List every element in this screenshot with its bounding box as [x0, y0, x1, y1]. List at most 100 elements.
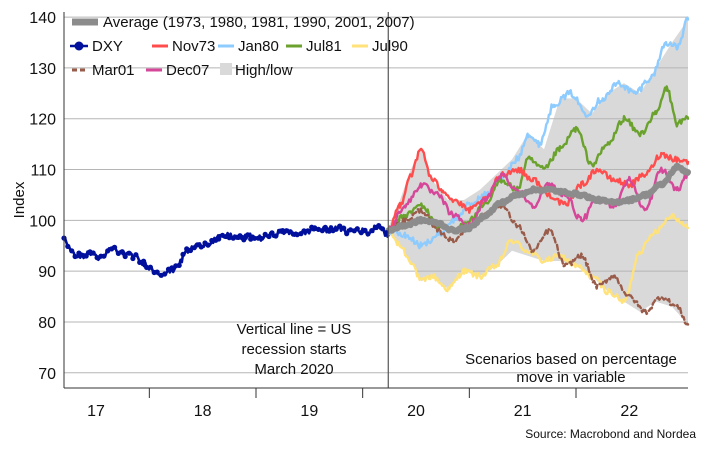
- dxy-marker: [337, 223, 343, 229]
- dxy-marker: [358, 230, 364, 236]
- dxy-marker: [154, 269, 160, 275]
- recession-annotation-line: Vertical line = US: [237, 321, 352, 338]
- dxy-marker: [162, 271, 168, 277]
- dxy-marker: [241, 237, 247, 243]
- dxy-marker: [333, 226, 339, 232]
- legend: Average (1973, 1980, 1981, 1990, 2001, 2…: [70, 14, 415, 79]
- dxy-marker: [147, 264, 153, 270]
- dxy-marker: [119, 249, 125, 255]
- dxy-marker: [379, 226, 386, 232]
- dxy-marker: [65, 243, 71, 249]
- legend-label-highlow: High/low: [235, 62, 293, 79]
- y-tick-label: 80: [38, 315, 56, 332]
- x-tick-label: 17: [87, 403, 105, 420]
- legend-label-jul90: Jul90: [372, 38, 408, 55]
- legend-label-jan80: Jan80: [238, 38, 279, 55]
- dxy-marker: [273, 233, 279, 239]
- x-tick-label: 20: [407, 403, 425, 420]
- y-tick-label: 100: [29, 213, 56, 230]
- dxy-marker: [209, 237, 215, 244]
- dxy-marker: [72, 253, 78, 260]
- recession-annotation-line: recession starts: [241, 341, 346, 358]
- dxy-marker: [112, 244, 118, 250]
- series-line-jan80: [387, 16, 690, 250]
- x-tick-label: 18: [194, 403, 212, 420]
- dxy-marker: [198, 244, 204, 250]
- dxy-marker: [262, 231, 268, 237]
- dxy-marker: [187, 247, 194, 254]
- dxy-marker: [237, 233, 243, 239]
- dxy-marker: [383, 230, 389, 236]
- dxy-marker: [205, 242, 211, 248]
- high-low-band: [388, 19, 688, 325]
- dxy-marker: [137, 259, 143, 265]
- dxy-marker: [269, 230, 275, 236]
- dxy-marker: [90, 250, 96, 256]
- dxy-marker: [290, 231, 296, 237]
- series-line-jul81: [387, 85, 690, 233]
- dxy-marker: [341, 225, 347, 231]
- dxy-marker: [216, 236, 222, 242]
- band-layer: [388, 19, 688, 325]
- dxy-marker: [319, 228, 325, 234]
- dxy-marker: [176, 262, 182, 268]
- dxy-marker: [194, 242, 200, 248]
- y-tick-label: 110: [30, 163, 56, 180]
- dxy-marker: [322, 224, 328, 230]
- dxy-marker: [376, 223, 382, 229]
- legend-swatch-highlow: [220, 63, 232, 75]
- y-axis-title: Index: [11, 181, 28, 218]
- series-line-average: [385, 162, 691, 235]
- legend-label-average: Average (1973, 1980, 1981, 1990, 2001, 2…: [103, 14, 415, 31]
- x-tick-label: 19: [300, 403, 318, 420]
- x-tick-label: 21: [514, 403, 532, 420]
- dxy-marker: [369, 228, 375, 234]
- recession-annotation-line: March 2020: [254, 361, 333, 378]
- dxy-marker: [141, 258, 147, 264]
- dxy-marker: [101, 253, 107, 259]
- y-tick-label: 120: [29, 112, 56, 129]
- series-line-nov73: [387, 147, 690, 232]
- dxy-marker: [258, 235, 264, 241]
- dxy-marker: [105, 248, 111, 254]
- legend-label-mar01: Mar01: [92, 62, 135, 79]
- y-tick-label: 90: [38, 264, 56, 281]
- annotations: Vertical line = US recession starts March …: [237, 321, 697, 441]
- series-layer: [61, 12, 691, 388]
- legend-marker-dxy: [74, 41, 84, 51]
- y-tick-label: 130: [29, 61, 56, 78]
- series-line-jul90: [387, 213, 690, 304]
- legend-label-dxy: DXY: [92, 38, 123, 55]
- dxy-marker: [180, 251, 186, 257]
- dxy-marker: [169, 265, 175, 271]
- dxy-marker: [83, 253, 89, 259]
- dxy-marker: [362, 227, 368, 233]
- series-line-mar01: [387, 203, 690, 326]
- dxy-marker: [122, 253, 128, 260]
- dxy-marker: [365, 231, 371, 237]
- scenarios-annotation-line: Scenarios based on percentage: [465, 351, 677, 368]
- dxy-marker: [245, 232, 251, 238]
- x-tick-label: 22: [620, 403, 638, 420]
- scenarios-annotation-line: move in variable: [516, 369, 625, 386]
- dxy-marker: [130, 255, 136, 262]
- source-note: Source: Macrobond and Nordea: [525, 427, 696, 441]
- dxy-marker: [266, 233, 272, 240]
- dxy-marker: [226, 235, 232, 241]
- dxy-marker: [144, 264, 150, 270]
- dxy-marker: [251, 235, 258, 241]
- y-tick-label: 70: [38, 366, 56, 383]
- dxy-marker: [126, 250, 132, 256]
- dxy-marker: [133, 252, 139, 258]
- dxy-marker: [79, 252, 85, 258]
- legend-label-nov73: Nov73: [172, 38, 215, 55]
- axes-layer: 70 80 90 100 110 120 130 140 17 18 19 20 21 22 Index: [11, 10, 688, 420]
- dxy-marker: [69, 248, 75, 254]
- dxy-marker: [305, 228, 311, 234]
- dxy-marker: [354, 226, 360, 232]
- legend-label-jul81: Jul81: [306, 38, 342, 55]
- legend-label-dec07: Dec07: [166, 62, 209, 79]
- dxy-marker: [344, 231, 350, 237]
